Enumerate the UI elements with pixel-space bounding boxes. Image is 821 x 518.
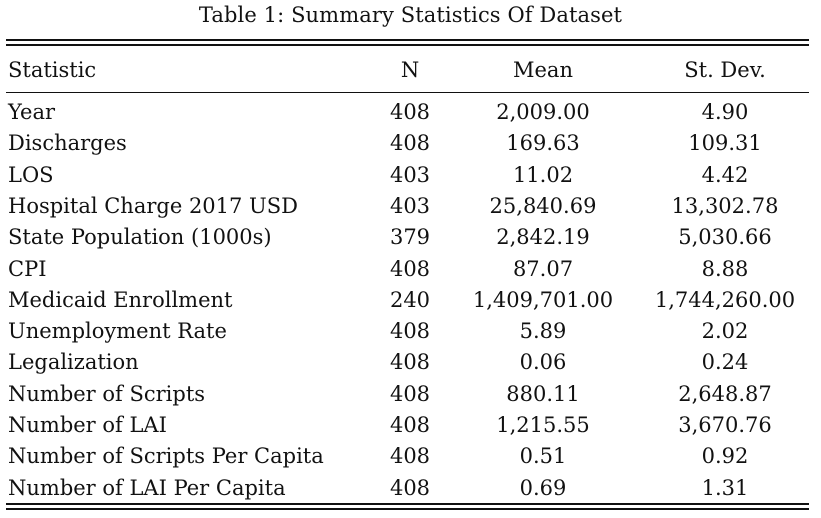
cell-statistic: Year xyxy=(8,100,56,124)
top-rule-thick xyxy=(6,39,809,41)
cell-n: 408 xyxy=(389,131,431,156)
table-row: Legalization 408 0.06 0.24 xyxy=(0,347,821,378)
cell-st-dev: 5,030.66 xyxy=(678,225,772,250)
cell-mean: 25,840.69 xyxy=(489,193,597,218)
bottom-rule-thin xyxy=(6,503,809,505)
cell-st-dev: 1,744,260.00 xyxy=(654,287,796,312)
cell-statistic: Number of LAI xyxy=(8,413,167,437)
table-row: Number of LAI Per Capita 408 0.69 1.31 xyxy=(0,473,821,504)
header-st-dev: St. Dev. xyxy=(684,58,766,82)
cell-n: 408 xyxy=(389,444,431,469)
cell-st-dev: 4.90 xyxy=(701,100,749,124)
cell-n: 408 xyxy=(389,256,431,281)
cell-mean: 87.07 xyxy=(512,256,574,281)
cell-n: 408 xyxy=(389,381,431,406)
cell-mean: 2,842.19 xyxy=(496,225,590,250)
cell-mean: 5.89 xyxy=(519,319,567,344)
cell-statistic: CPI xyxy=(8,256,47,281)
cell-st-dev: 0.92 xyxy=(701,444,749,469)
cell-statistic: Hospital Charge 2017 USD xyxy=(8,193,298,218)
cell-statistic: Number of LAI Per Capita xyxy=(8,475,286,500)
header-n: N xyxy=(400,58,420,82)
cell-st-dev: 4.42 xyxy=(701,162,749,187)
cell-mean: 2,009.00 xyxy=(496,100,590,124)
table-row: Number of Scripts Per Capita 408 0.51 0.… xyxy=(0,441,821,472)
cell-statistic: Discharges xyxy=(8,131,127,156)
cell-n: 408 xyxy=(389,350,431,375)
table-row: LOS 403 11.02 4.42 xyxy=(0,160,821,191)
cell-n: 408 xyxy=(389,413,431,437)
cell-st-dev: 2,648.87 xyxy=(678,381,772,406)
table-row: Number of LAI 408 1,215.55 3,670.76 xyxy=(0,410,821,441)
cell-mean: 0.69 xyxy=(519,475,567,500)
cell-mean: 0.51 xyxy=(519,444,567,469)
cell-st-dev: 0.24 xyxy=(701,350,749,375)
cell-st-dev: 2.02 xyxy=(701,319,749,344)
bottom-rule-thick xyxy=(6,508,809,510)
table-row: Discharges 408 169.63 109.31 xyxy=(0,128,821,159)
table-row: Unemployment Rate 408 5.89 2.02 xyxy=(0,316,821,347)
table-row: Medicaid Enrollment 240 1,409,701.00 1,7… xyxy=(0,285,821,316)
table-row: Number of Scripts 408 880.11 2,648.87 xyxy=(0,379,821,410)
cell-mean: 1,215.55 xyxy=(496,413,590,437)
cell-n: 403 xyxy=(389,162,431,187)
header-statistic: Statistic xyxy=(8,58,97,82)
cell-mean: 0.06 xyxy=(519,350,567,375)
cell-n: 379 xyxy=(389,225,431,250)
cell-n: 240 xyxy=(389,287,431,312)
cell-statistic: Number of Scripts xyxy=(8,381,206,406)
cell-statistic: Unemployment Rate xyxy=(8,319,227,344)
cell-st-dev: 3,670.76 xyxy=(678,413,772,437)
top-rule-thin xyxy=(6,44,809,46)
table-row: Hospital Charge 2017 USD 403 25,840.69 1… xyxy=(0,191,821,222)
cell-st-dev: 1.31 xyxy=(701,475,749,500)
header-mean: Mean xyxy=(513,58,573,82)
table-row: Year 408 2,009.00 4.90 xyxy=(0,97,821,128)
table-row: State Population (1000s) 379 2,842.19 5,… xyxy=(0,222,821,253)
header-rule xyxy=(6,92,809,94)
cell-n: 408 xyxy=(389,100,431,124)
cell-mean: 1,409,701.00 xyxy=(472,287,614,312)
cell-st-dev: 8.88 xyxy=(701,256,749,281)
cell-st-dev: 109.31 xyxy=(688,131,762,156)
cell-mean: 880.11 xyxy=(506,381,580,406)
cell-n: 403 xyxy=(389,193,431,218)
cell-statistic: Number of Scripts Per Capita xyxy=(8,444,324,469)
cell-mean: 11.02 xyxy=(512,162,574,187)
cell-statistic: State Population (1000s) xyxy=(8,225,272,250)
table-caption: Table 1: Summary Statistics Of Dataset xyxy=(198,3,623,27)
cell-n: 408 xyxy=(389,475,431,500)
table-row: CPI 408 87.07 8.88 xyxy=(0,254,821,285)
table-header-row: Statistic N Mean St. Dev. xyxy=(0,55,821,86)
cell-mean: 169.63 xyxy=(506,131,580,156)
cell-statistic: Legalization xyxy=(8,350,139,375)
cell-statistic: Medicaid Enrollment xyxy=(8,287,233,312)
cell-statistic: LOS xyxy=(8,162,54,187)
cell-st-dev: 13,302.78 xyxy=(671,193,779,218)
cell-n: 408 xyxy=(389,319,431,344)
